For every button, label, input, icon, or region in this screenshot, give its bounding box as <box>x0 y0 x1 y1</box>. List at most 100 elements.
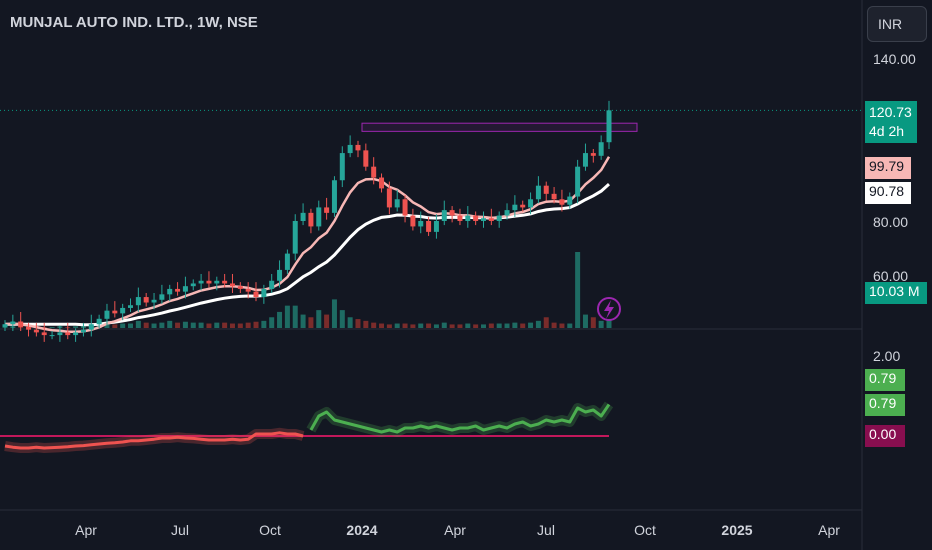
candle-body <box>418 221 424 227</box>
volume-bar <box>402 323 408 328</box>
volume-bar <box>543 317 549 328</box>
currency-button[interactable]: INR <box>867 6 927 42</box>
candle-body <box>324 207 330 213</box>
candle-body <box>441 210 447 221</box>
candle-body <box>41 332 47 336</box>
candle-body <box>26 326 32 330</box>
volume-bar <box>159 322 165 328</box>
candle-body <box>590 153 596 156</box>
volume-bar <box>535 320 541 328</box>
candle-body <box>175 288 181 292</box>
time-tick: 2024 <box>346 522 378 538</box>
volume-bar <box>590 317 596 328</box>
candle-body <box>96 318 102 325</box>
candle-body <box>190 283 196 287</box>
volume-bar <box>128 323 134 328</box>
volume-bar <box>355 319 361 328</box>
ema-slow-tag: 90.78 <box>865 182 911 204</box>
candle-body <box>473 215 479 221</box>
volume-bar <box>112 324 118 328</box>
volume-bar <box>300 314 306 328</box>
candle-body <box>80 329 86 333</box>
candle-body <box>104 310 110 319</box>
candle-body <box>2 324 8 327</box>
volume-bar <box>331 299 337 328</box>
candle-body <box>457 215 463 221</box>
volume-bar <box>418 323 424 328</box>
candle-body <box>410 215 416 227</box>
volume-bar <box>433 324 439 328</box>
volume-bar <box>598 320 604 328</box>
indicator-value-tag: 0.79 <box>865 369 905 391</box>
candle-body <box>528 199 534 208</box>
volume-bar <box>559 323 565 328</box>
volume-bar <box>167 320 173 328</box>
volume-bar <box>410 324 416 328</box>
indicator-line-negative <box>4 431 304 450</box>
volume-bar <box>182 321 188 328</box>
chart-title: MUNJAL AUTO IND. LTD., 1W, NSE <box>10 14 258 31</box>
time-tick: Apr <box>75 522 97 538</box>
candle-body <box>135 297 141 306</box>
candle-body <box>426 221 432 232</box>
volume-bar <box>582 314 588 328</box>
volume-bar <box>143 322 149 328</box>
candle-body <box>606 110 612 143</box>
candle-body <box>57 332 63 336</box>
candle-body <box>379 177 385 189</box>
candle-body <box>575 166 581 197</box>
ema-fast-line <box>4 156 611 334</box>
candle-body <box>543 185 549 194</box>
candle-body <box>496 215 502 221</box>
volume-bar <box>206 323 212 328</box>
candle-body <box>582 153 588 167</box>
volume-bar <box>261 320 267 328</box>
candle-body <box>159 294 165 300</box>
candle-body <box>488 218 494 221</box>
price-tick: 80.00 <box>873 214 909 230</box>
candle-body <box>49 335 55 337</box>
volume-bar <box>528 322 534 328</box>
volume-bar <box>488 323 494 328</box>
time-tick: Oct <box>259 522 281 538</box>
volume-bar <box>229 323 235 328</box>
candle-body <box>551 193 557 200</box>
volume-bar <box>73 326 79 328</box>
volume-bar <box>190 322 196 328</box>
candle-body <box>277 269 283 281</box>
volume-bar <box>277 311 283 328</box>
volume-bar <box>135 320 141 328</box>
candle-body <box>316 207 322 227</box>
volume-bar <box>198 322 204 328</box>
volume-bar <box>394 323 400 328</box>
volume-bar <box>480 324 486 328</box>
volume-bar <box>567 323 573 328</box>
candle-body <box>222 280 228 284</box>
candle-body <box>449 210 455 216</box>
candle-body <box>284 253 290 270</box>
volume-bar <box>520 323 526 328</box>
ema-fast-tag: 99.79 <box>865 157 911 179</box>
indicator-value-tag: 0.79 <box>865 394 905 416</box>
candle-body <box>167 288 173 295</box>
candle-body <box>128 305 134 308</box>
price-tick: 60.00 <box>873 268 909 284</box>
candle-body <box>598 142 604 156</box>
volume-bar <box>222 322 228 328</box>
volume-bar <box>363 320 369 328</box>
countdown-tag: 4d 2h <box>869 123 905 139</box>
last-price-tag: 120.73 <box>869 104 912 120</box>
volume-bar <box>284 305 290 328</box>
candle-body <box>112 310 118 314</box>
time-tick: Apr <box>444 522 466 538</box>
candle-body <box>300 212 306 221</box>
candle-body <box>355 144 361 151</box>
volume-bar <box>269 317 275 328</box>
candle-body <box>504 210 510 216</box>
candle-body <box>214 280 220 284</box>
candle-body <box>143 297 149 303</box>
volume-bar <box>253 321 259 328</box>
volume-bar <box>324 314 330 328</box>
volume-bar <box>175 322 181 328</box>
